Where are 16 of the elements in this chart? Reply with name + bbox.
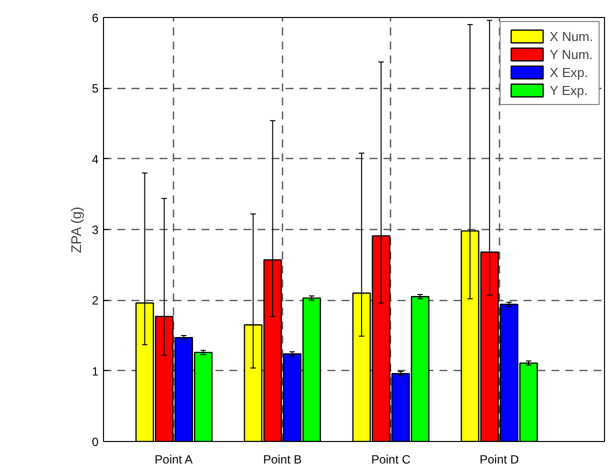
legend-label: Y Exp. (550, 82, 588, 98)
x-tick-label: Point A (154, 452, 193, 466)
y-tick-label: 1 (92, 364, 99, 378)
y-tick-label: 2 (92, 294, 99, 308)
y-tick-label: 5 (92, 82, 99, 96)
y-tick-label: 4 (92, 152, 99, 166)
y-tick-label: 3 (92, 223, 99, 237)
y-axis-title: ZPA (g) (68, 206, 84, 254)
legend-label: X Num. (550, 28, 593, 44)
y-tick-label: 0 (92, 435, 99, 449)
x-tick-label: Point D (480, 452, 520, 466)
x-tick-label: Point C (371, 452, 411, 466)
y-tick-label: 6 (92, 11, 99, 25)
x-tick-label: Point B (263, 452, 302, 466)
legend-label: Y Num. (550, 46, 593, 62)
legend-label: X Exp. (550, 64, 588, 80)
